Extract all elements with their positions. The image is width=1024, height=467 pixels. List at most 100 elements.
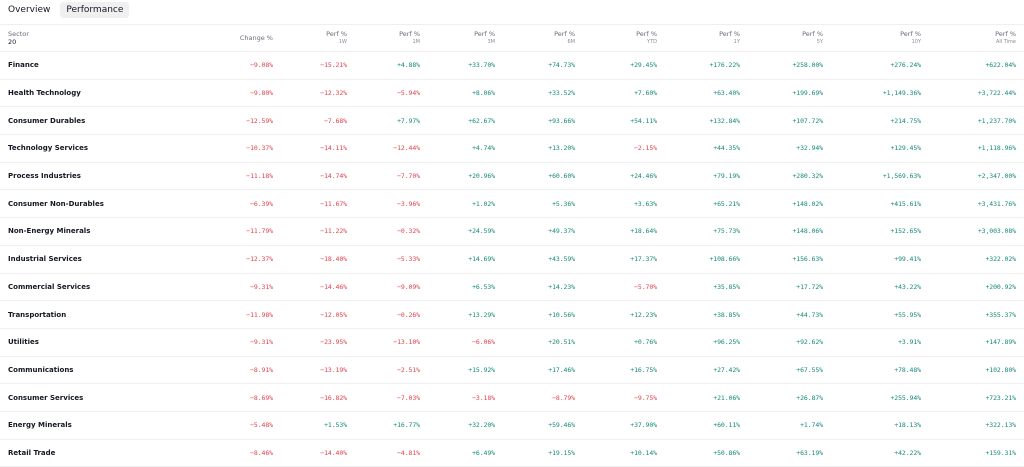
perf-value-cell: −12.32% — [273, 79, 347, 108]
perf-value-cell: +0.76% — [575, 328, 657, 357]
perf-value-cell: +3,431.76% — [921, 189, 1024, 219]
perf-value-cell: +159.31% — [921, 439, 1024, 467]
column-header-perf-6m[interactable]: Perf % 6M — [495, 24, 575, 52]
sector-name-link[interactable]: Retail Trade — [0, 439, 200, 467]
sector-name-link[interactable]: Commercial Services — [0, 273, 200, 302]
perf-value-cell: +17.46% — [495, 356, 575, 385]
tab-overview[interactable]: Overview — [8, 5, 51, 15]
perf-value-cell: +24.59% — [420, 217, 495, 246]
perf-value-cell: −12.44% — [347, 134, 420, 163]
perf-value-cell: +13.29% — [420, 300, 495, 329]
perf-value-cell: −16.82% — [273, 383, 347, 412]
sector-name-link[interactable]: Utilities — [0, 328, 200, 357]
perf-value-cell: −18.40% — [273, 245, 347, 274]
perf-value-cell: +214.75% — [823, 106, 921, 136]
column-header-perf-3m[interactable]: Perf % 3M — [420, 24, 496, 52]
perf-value-cell: +276.24% — [823, 51, 921, 80]
table-row[interactable]: Finance −9.08% −15.21% +4.88% +33.70% +74.73%… — [0, 51, 1024, 80]
table-row[interactable]: Communications −8.91% −13.19% −2.51% +15.92%… — [0, 356, 1024, 385]
table-row[interactable]: Non-Energy Minerals −11.79% −11.22% −0.32% +… — [0, 217, 1024, 246]
perf-value-cell: +32.94% — [740, 134, 823, 163]
perf-value-cell: +132.84% — [657, 106, 740, 136]
perf-value-cell: −12.37% — [200, 245, 273, 274]
perf-value-cell: +62.67% — [420, 106, 495, 136]
table-row[interactable]: Health Technology −9.80% −12.32% −5.94% +8.0… — [0, 79, 1024, 108]
sector-name-link[interactable]: Finance — [0, 51, 200, 80]
header-sub: 3M — [487, 39, 496, 45]
perf-value-cell: +75.73% — [657, 217, 740, 246]
perf-value-cell: +92.62% — [740, 328, 823, 357]
perf-value-cell: −5.48% — [200, 411, 273, 440]
sector-name-link[interactable]: Non-Energy Minerals — [0, 217, 200, 246]
perf-value-cell: +43.22% — [823, 273, 921, 302]
perf-value-cell: +37.90% — [575, 411, 657, 440]
perf-value-cell: −3.18% — [420, 383, 495, 412]
table-row[interactable]: Retail Trade −8.46% −14.40% −4.81% +6.49% +19… — [0, 439, 1024, 467]
column-header-perf-1y[interactable]: Perf % 1Y — [657, 24, 740, 52]
perf-value-cell: +33.52% — [495, 79, 575, 108]
table-row[interactable]: Industrial Services −12.37% −18.40% −5.33% +… — [0, 245, 1024, 274]
column-header-perf-10y[interactable]: Perf % 10Y — [823, 24, 921, 52]
table-row[interactable]: Consumer Services −8.69% −16.82% −7.03% −3.1… — [0, 383, 1024, 412]
perf-value-cell: −9.75% — [575, 383, 657, 412]
table-row[interactable]: Transportation −11.98% −12.05% −0.26% +13.29… — [0, 300, 1024, 329]
perf-value-cell: +18.64% — [575, 217, 657, 246]
table-row[interactable]: Commercial Services −9.31% −14.46% −9.09% +6… — [0, 273, 1024, 302]
header-label: Perf % — [900, 30, 921, 38]
table-row[interactable]: Consumer Durables −12.59% −7.68% +7.97% +62.… — [0, 106, 1024, 136]
column-header-perf-1w[interactable]: Perf % 1W — [273, 24, 347, 52]
sector-name-link[interactable]: Consumer Non-Durables — [0, 189, 200, 219]
column-header-perf-5y[interactable]: Perf % 5Y — [740, 24, 823, 52]
sector-name-link[interactable]: Communications — [0, 356, 200, 385]
sector-count: 20 — [8, 38, 17, 46]
column-header-sector[interactable]: Sector 20 — [0, 24, 200, 52]
sector-name-link[interactable]: Transportation — [0, 300, 200, 329]
perf-value-cell: −5.94% — [347, 79, 420, 108]
header-label: Perf % — [399, 30, 420, 38]
perf-value-cell: −3.96% — [347, 189, 420, 219]
perf-value-cell: +1.74% — [740, 411, 823, 440]
perf-value-cell: +322.13% — [921, 411, 1024, 440]
column-header-perf-all-time[interactable]: Perf % All Time — [921, 24, 1024, 52]
perf-value-cell: +4.74% — [420, 134, 495, 163]
tab-performance[interactable]: Performance — [60, 2, 130, 18]
sector-name-link[interactable]: Consumer Durables — [0, 106, 200, 136]
table-row[interactable]: Process Industries −11.18% −14.74% −7.70% +2… — [0, 162, 1024, 191]
perf-value-cell: +415.61% — [823, 189, 921, 219]
perf-value-cell: +2,347.00% — [921, 162, 1024, 191]
column-header-perf-ytd[interactable]: Perf % YTD — [575, 24, 657, 52]
column-header-change[interactable]: Change % — [200, 24, 273, 52]
table-row[interactable]: Consumer Non-Durables −6.39% −11.67% −3.96%… — [0, 189, 1024, 219]
header-label: Perf % — [636, 30, 657, 38]
sector-name-link[interactable]: Energy Minerals — [0, 411, 200, 440]
perf-value-cell: +1,569.63% — [823, 162, 921, 191]
table-row[interactable]: Energy Minerals −5.48% +1.53% +16.77% +32.20… — [0, 411, 1024, 440]
perf-value-cell: −9.31% — [200, 273, 273, 302]
perf-value-cell: −14.74% — [273, 162, 347, 191]
view-tabs: Overview Performance — [0, 0, 1024, 20]
perf-value-cell: +60.60% — [495, 162, 575, 191]
perf-value-cell: +255.94% — [823, 383, 921, 412]
sector-name-link[interactable]: Health Technology — [0, 79, 200, 108]
perf-value-cell: +60.11% — [657, 411, 740, 440]
perf-value-cell: +148.02% — [740, 189, 823, 219]
perf-value-cell: +1,118.96% — [921, 134, 1024, 163]
perf-value-cell: +13.20% — [495, 134, 575, 163]
perf-value-cell: +14.69% — [420, 245, 495, 274]
column-header-perf-1m[interactable]: Perf % 1M — [347, 24, 420, 52]
perf-value-cell: −13.10% — [347, 328, 420, 357]
table-row[interactable]: Utilities −9.31% −23.95% −13.10% −6.06% +20.5… — [0, 328, 1024, 357]
sector-name-link[interactable]: Process Industries — [0, 162, 200, 191]
sector-name-link[interactable]: Technology Services — [0, 134, 200, 163]
perf-value-cell: +102.80% — [921, 356, 1024, 385]
perf-value-cell: +19.15% — [495, 439, 575, 467]
perf-value-cell: −11.18% — [200, 162, 273, 191]
perf-value-cell: +1.53% — [273, 411, 347, 440]
table-row[interactable]: Technology Services −10.37% −14.11% −12.44%… — [0, 134, 1024, 163]
perf-value-cell: +17.72% — [740, 273, 823, 302]
perf-value-cell: +147.89% — [921, 328, 1024, 357]
sector-name-link[interactable]: Consumer Services — [0, 383, 200, 412]
perf-value-cell: +24.46% — [575, 162, 657, 191]
sector-name-link[interactable]: Industrial Services — [0, 245, 200, 274]
perf-value-cell: −0.32% — [347, 217, 420, 246]
